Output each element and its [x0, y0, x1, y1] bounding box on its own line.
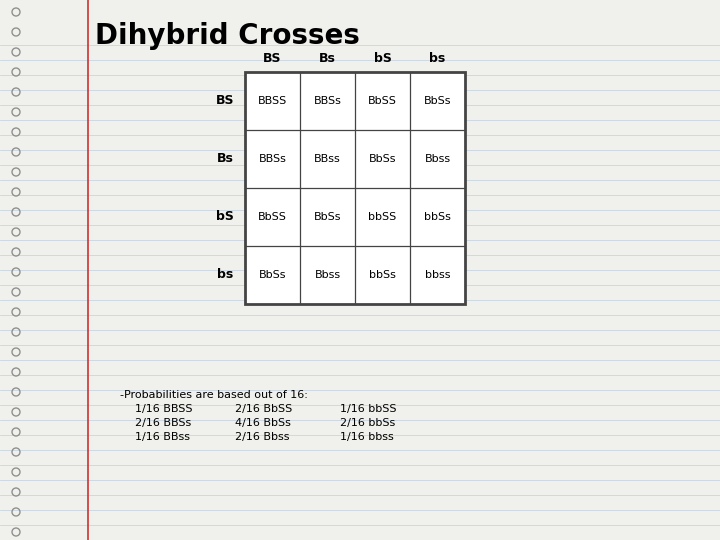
Bar — [355, 188, 410, 246]
Bar — [300, 188, 355, 246]
Bar — [355, 246, 410, 304]
Text: bs: bs — [217, 268, 233, 281]
Bar — [410, 246, 465, 304]
Text: bbSs: bbSs — [424, 212, 451, 222]
Bar — [245, 188, 300, 246]
Bar — [245, 130, 300, 188]
Text: Bs: Bs — [217, 152, 233, 165]
Bar — [410, 72, 465, 130]
Text: BBSs: BBSs — [314, 96, 341, 106]
Text: BbSs: BbSs — [424, 96, 451, 106]
Text: Bbss: Bbss — [424, 154, 451, 164]
Text: 1/16 BBSS: 1/16 BBSS — [135, 404, 192, 414]
Text: 4/16 BbSs: 4/16 BbSs — [235, 418, 291, 428]
Text: BbSs: BbSs — [314, 212, 341, 222]
Text: Dihybrid Crosses: Dihybrid Crosses — [95, 22, 360, 50]
Text: BBSS: BBSS — [258, 96, 287, 106]
Text: Bbss: Bbss — [315, 270, 341, 280]
Text: BbSs: BbSs — [369, 154, 396, 164]
Bar — [300, 246, 355, 304]
Text: BBss: BBss — [314, 154, 341, 164]
Bar — [300, 72, 355, 130]
Text: BbSS: BbSS — [368, 96, 397, 106]
Text: 1/16 bbss: 1/16 bbss — [340, 432, 394, 442]
Text: BBSs: BBSs — [258, 154, 287, 164]
Bar — [245, 72, 465, 304]
Text: BS: BS — [216, 94, 234, 107]
Text: 1/16 bbSS: 1/16 bbSS — [340, 404, 397, 414]
Bar — [355, 72, 410, 130]
Bar — [245, 72, 300, 130]
Text: bS: bS — [216, 211, 234, 224]
Text: BS: BS — [264, 51, 282, 64]
Text: 2/16 BBSs: 2/16 BBSs — [135, 418, 192, 428]
Text: 2/16 BbSS: 2/16 BbSS — [235, 404, 292, 414]
Bar — [245, 246, 300, 304]
Text: bbss: bbss — [425, 270, 450, 280]
Text: BbSS: BbSS — [258, 212, 287, 222]
Text: bs: bs — [429, 51, 446, 64]
Text: Bs: Bs — [319, 51, 336, 64]
Text: -Probabilities are based out of 16:: -Probabilities are based out of 16: — [120, 390, 308, 400]
Text: bbSs: bbSs — [369, 270, 396, 280]
Text: BbSs: BbSs — [258, 270, 287, 280]
Bar — [355, 130, 410, 188]
Bar — [300, 130, 355, 188]
Text: bbSS: bbSS — [369, 212, 397, 222]
Text: 1/16 BBss: 1/16 BBss — [135, 432, 190, 442]
Text: bS: bS — [374, 51, 392, 64]
Text: 2/16 bbSs: 2/16 bbSs — [340, 418, 395, 428]
Bar — [410, 130, 465, 188]
Text: 2/16 Bbss: 2/16 Bbss — [235, 432, 289, 442]
Bar — [410, 188, 465, 246]
